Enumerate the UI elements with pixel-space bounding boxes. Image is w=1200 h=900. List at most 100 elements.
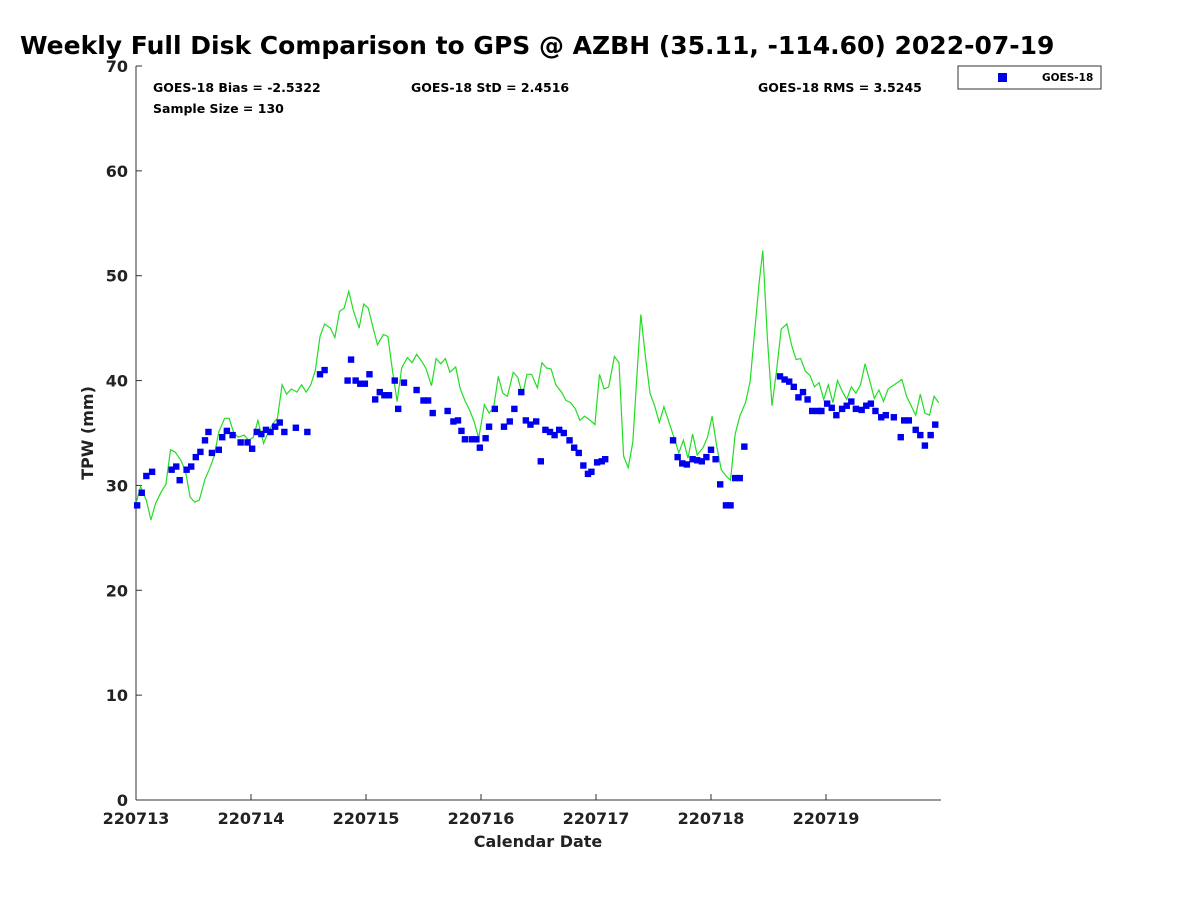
goes18-point [566, 437, 573, 444]
goes18-point [208, 449, 216, 457]
goes18-point [473, 436, 480, 443]
goes18-point [527, 421, 534, 428]
goes18-point [542, 426, 549, 434]
goes18-point [712, 456, 719, 463]
gps-series [135, 250, 940, 521]
goes18-point [444, 407, 451, 415]
goes18-point [223, 427, 231, 435]
goes18-point [482, 435, 489, 442]
goes18-point [556, 426, 563, 434]
x-ticks: 220713 220714 220715 220716 220717 220718 2207… [103, 794, 860, 828]
goes18-point [698, 458, 705, 465]
goes18-point [395, 405, 402, 413]
goes18-point [244, 439, 251, 446]
goes18-point [133, 502, 141, 509]
goes18-point [413, 386, 420, 394]
goes18-point [776, 373, 784, 380]
goes18-point [804, 396, 811, 403]
goes18-point [262, 426, 270, 434]
goes18-point [722, 502, 730, 509]
goes18-point [292, 424, 300, 431]
goes18-point [546, 428, 554, 436]
goes18-point [321, 366, 328, 374]
goes18-point [506, 418, 513, 425]
goes18-point [372, 396, 379, 403]
goes18-point [192, 453, 199, 461]
goes18-point [491, 405, 498, 413]
goes18-point [863, 402, 870, 409]
goes18-point [741, 443, 748, 450]
goes18-point [901, 417, 908, 424]
goes18-point [727, 502, 734, 509]
goes18-point [882, 411, 889, 419]
goes18-point [814, 407, 822, 415]
goes18-point [912, 426, 919, 434]
y-tick-label: 30 [106, 476, 128, 495]
sample-size-stat: Sample Size = 130 [153, 101, 284, 116]
rms-stat: GOES-18 RMS = 3.5245 [758, 80, 922, 95]
goes18-point [533, 418, 540, 425]
goes18-point [790, 383, 797, 391]
goes18-point [872, 407, 879, 415]
goes18-point [267, 428, 274, 436]
goes18-point [905, 417, 912, 424]
y-tick-label: 40 [106, 372, 128, 391]
goes18-point [173, 463, 180, 470]
goes18-point [366, 371, 373, 378]
goes18-point [707, 446, 715, 453]
goes18-point [485, 423, 493, 430]
y-axis-label: TPW (mm) [78, 386, 97, 480]
goes18-point [454, 417, 462, 424]
goes18-point [848, 398, 855, 405]
goes18-point [188, 463, 195, 470]
plot-area [135, 66, 941, 801]
goes18-point [168, 466, 175, 473]
goes18-point [518, 388, 525, 396]
goes18-point [197, 448, 204, 456]
y-ticks: 0 10 20 30 40 50 60 70 [106, 57, 142, 810]
goes18-point [219, 433, 226, 441]
goes18-point [588, 468, 595, 475]
goes18-point [429, 409, 436, 417]
y-tick-label: 10 [106, 686, 128, 705]
goes18-point [799, 388, 807, 396]
goes18-point [476, 444, 484, 451]
goes18-point [376, 388, 383, 396]
goes18-point [420, 397, 427, 404]
goes18-point [890, 414, 898, 421]
goes18-point [385, 392, 393, 399]
x-tick-label: 220713 [103, 809, 170, 828]
goes18-point [669, 437, 677, 444]
goes18-point [843, 402, 850, 409]
goes18-point [584, 470, 592, 478]
goes18-point [560, 429, 567, 437]
goes18-point [500, 423, 508, 430]
goes18-point [689, 456, 696, 463]
goes18-point [897, 433, 904, 441]
goes18-point [347, 356, 355, 363]
goes18-point [932, 421, 939, 428]
y-tick-label: 20 [106, 581, 128, 600]
goes18-point [400, 379, 408, 386]
y-tick-label: 50 [106, 267, 128, 286]
legend-label-goes18: GOES-18 [1042, 72, 1093, 84]
goes18-point [215, 446, 222, 453]
goes18-point [183, 466, 190, 473]
x-axis-label: Calendar Date [474, 832, 603, 851]
goes18-point [593, 459, 601, 466]
goes18-point [522, 417, 530, 424]
legend-marker-goes18 [998, 73, 1007, 82]
goes18-point [570, 444, 578, 451]
goes18-point [253, 428, 260, 436]
goes18-point [838, 405, 846, 413]
goes18-point [304, 428, 311, 436]
goes18-point [391, 377, 398, 384]
x-tick-label: 220719 [793, 809, 860, 828]
goes18-point [809, 407, 816, 415]
goes18-point [878, 414, 885, 421]
goes18-point [450, 418, 457, 425]
std-stat: GOES-18 StD = 2.4516 [411, 80, 569, 95]
goes18-point [602, 456, 609, 463]
goes18-point [683, 461, 691, 468]
